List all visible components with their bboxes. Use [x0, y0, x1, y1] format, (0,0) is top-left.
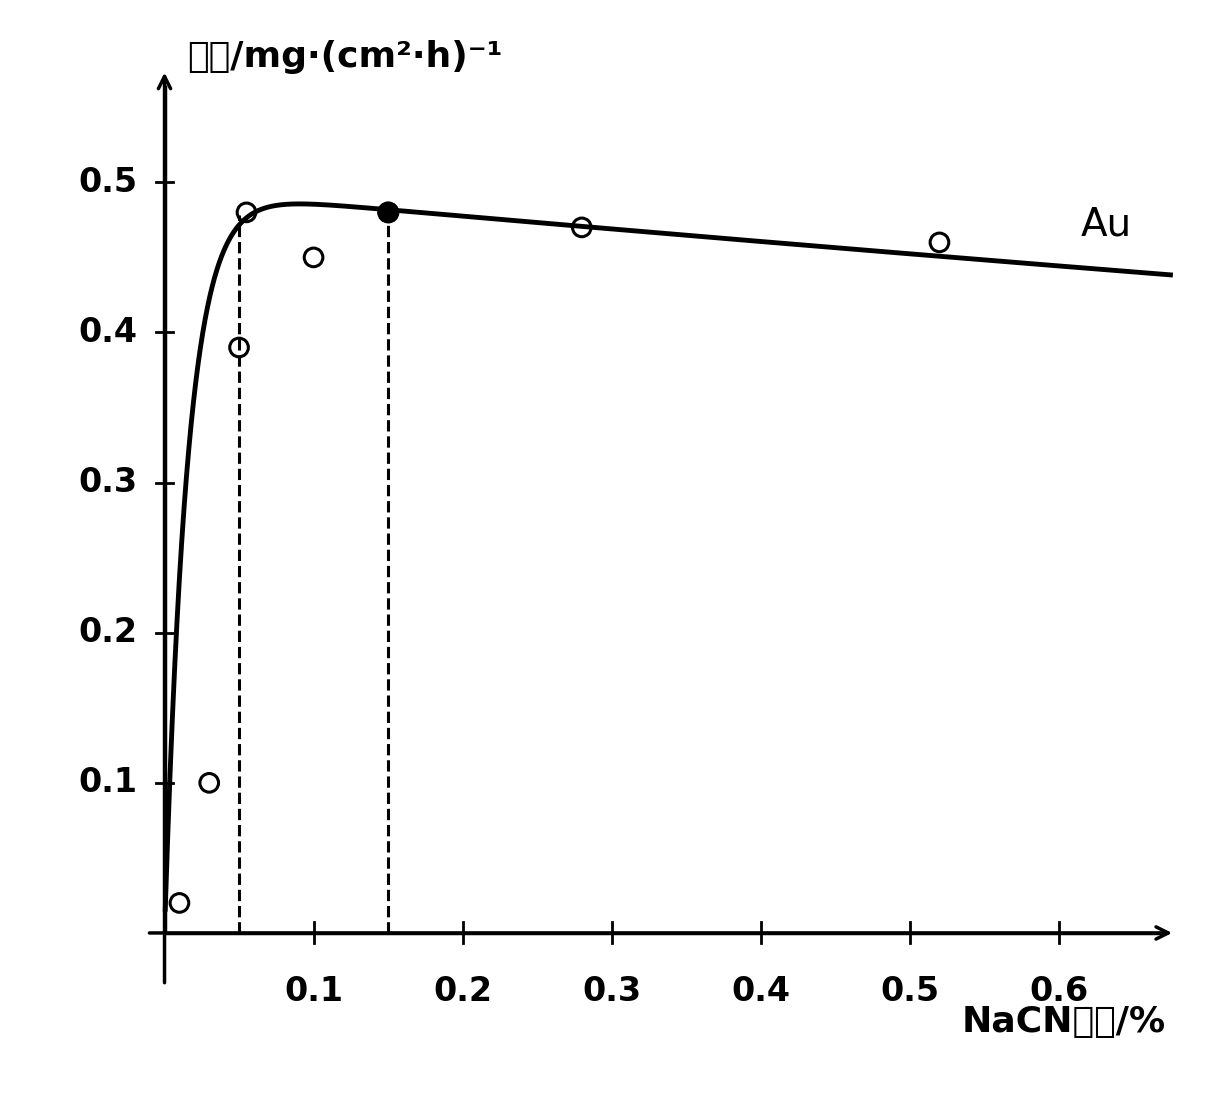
Point — [379, 204, 398, 221]
Text: 0.3: 0.3 — [78, 466, 138, 499]
Text: 0.3: 0.3 — [582, 975, 642, 1008]
Point — [930, 233, 949, 251]
Text: 0.2: 0.2 — [78, 616, 138, 649]
Text: Au: Au — [1081, 206, 1132, 243]
Text: 0.5: 0.5 — [78, 165, 138, 199]
Point — [230, 338, 249, 356]
Text: 0.2: 0.2 — [433, 975, 492, 1008]
Text: NaCN浓度/%: NaCN浓度/% — [962, 1005, 1166, 1039]
Text: 0.4: 0.4 — [731, 975, 791, 1008]
Text: 0.1: 0.1 — [78, 766, 138, 799]
Text: 0.4: 0.4 — [78, 316, 138, 349]
Point — [304, 249, 324, 266]
Text: 0.5: 0.5 — [880, 975, 940, 1008]
Point — [379, 204, 398, 221]
Text: 0.6: 0.6 — [1029, 975, 1089, 1008]
Point — [170, 895, 189, 912]
Point — [237, 204, 257, 221]
Point — [572, 219, 591, 237]
Point — [199, 774, 219, 792]
Text: 速度/mg·(cm²·h)⁻¹: 速度/mg·(cm²·h)⁻¹ — [187, 41, 502, 74]
Text: 0.1: 0.1 — [284, 975, 343, 1008]
